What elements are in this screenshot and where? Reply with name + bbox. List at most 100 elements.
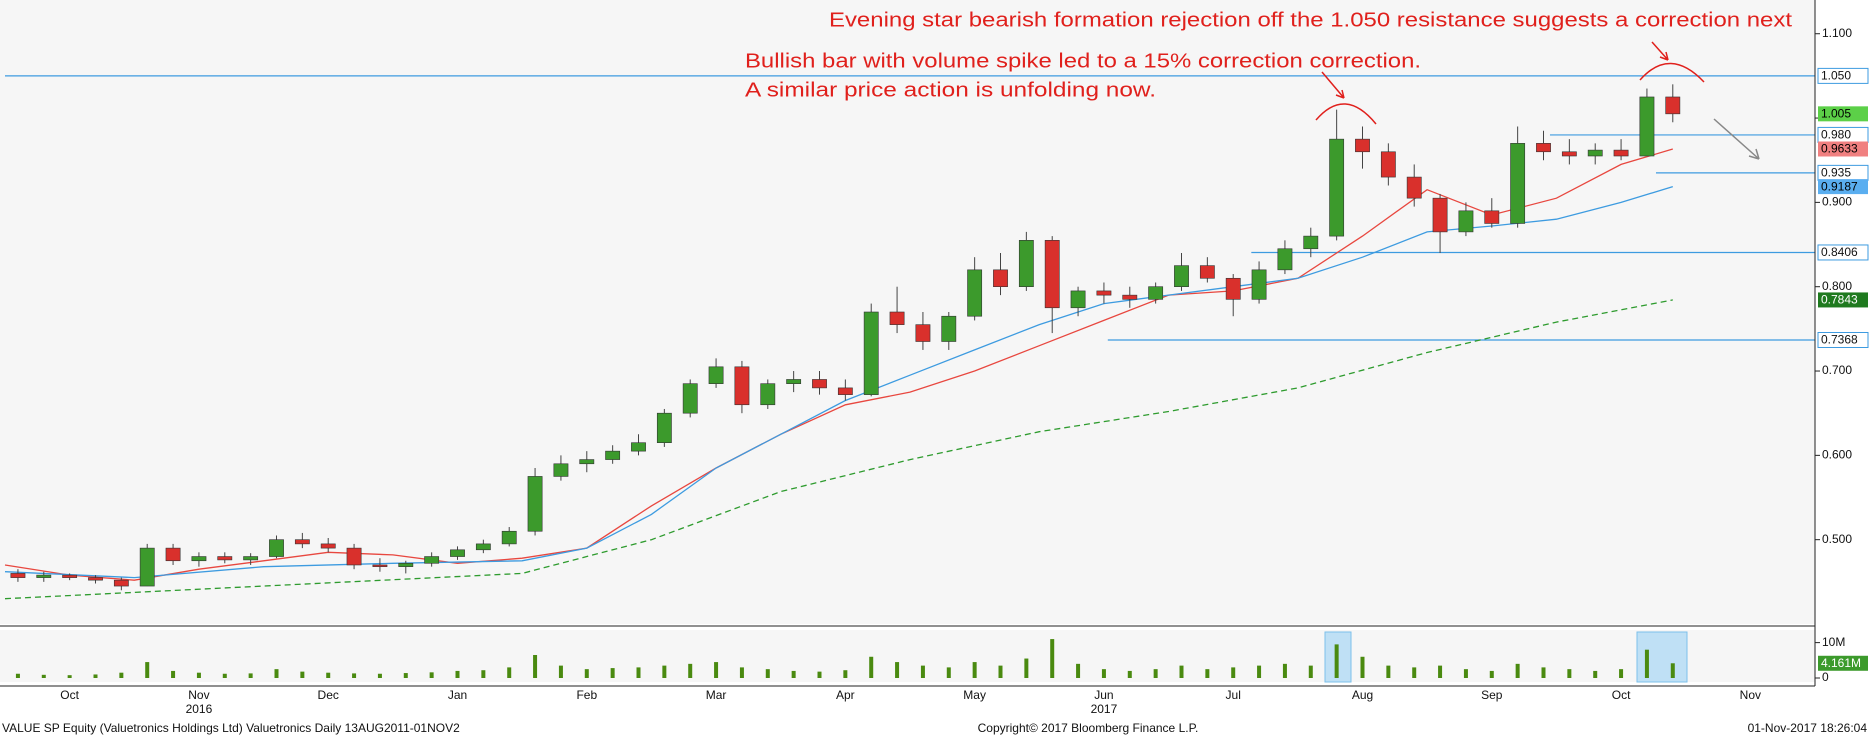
level-tag	[1817, 244, 1869, 261]
volume-bar	[558, 665, 563, 678]
candle-body	[863, 311, 879, 395]
candle-body	[475, 543, 491, 551]
candle-body	[1096, 290, 1112, 296]
volume-highlight	[1636, 631, 1688, 683]
volume-bar	[93, 674, 98, 678]
volume-bar	[1360, 656, 1365, 678]
y-tick-label: 0.600	[1822, 448, 1852, 462]
candle-body	[1277, 248, 1293, 271]
moving-average	[4, 148, 1673, 581]
volume-bar	[843, 670, 848, 678]
candle-body	[786, 379, 802, 384]
footer-right: 01-Nov-2017 18:26:04	[1748, 721, 1868, 735]
candle-body	[269, 539, 284, 557]
volume-bar	[895, 662, 900, 678]
candle-body	[1329, 138, 1345, 237]
x-tick-label: Nov	[188, 688, 209, 702]
footer-left: VALUE SP Equity (Valuetronics Holdings L…	[2, 721, 460, 735]
x-tick-label: Jan	[448, 688, 467, 702]
candle-body	[889, 311, 905, 325]
annotation: A similar price action is unfolding now.	[745, 79, 1156, 101]
candle-body	[1148, 286, 1164, 300]
volume-bar	[403, 673, 408, 678]
candle-body	[1561, 151, 1577, 157]
volume-bar	[481, 670, 486, 678]
volume-bar	[1334, 644, 1339, 678]
volume-bar	[1153, 669, 1158, 678]
volume-bar	[1541, 667, 1546, 678]
volume-bar	[1567, 669, 1572, 678]
value-tag-label: 0.9633	[1821, 142, 1858, 156]
volume-bar	[946, 667, 951, 678]
arrow	[1713, 118, 1760, 160]
volume-bar	[1024, 658, 1029, 678]
value-tag-label: 0.7843	[1821, 293, 1858, 307]
volume-bar	[1412, 667, 1417, 678]
x-tick-label: Jul	[1226, 688, 1241, 702]
volume-bar	[222, 673, 227, 678]
x-tick-label: Sep	[1481, 688, 1503, 702]
volume-bar	[1386, 665, 1391, 678]
volume-bar	[1231, 667, 1236, 678]
candle-body	[1018, 240, 1034, 288]
y-tick-label: 0.700	[1822, 363, 1852, 377]
volume-bar	[739, 667, 744, 678]
volume-bar	[300, 671, 305, 678]
candle-body	[527, 476, 543, 532]
candle-body	[1536, 143, 1551, 153]
candle-body	[346, 547, 362, 566]
volume-bar	[920, 665, 925, 678]
candle-body	[191, 556, 207, 562]
level-tag-label: 0.8406	[1821, 245, 1858, 259]
candle-body	[1613, 149, 1629, 157]
candle-body	[320, 543, 336, 549]
value-tag	[1818, 141, 1868, 157]
candle-body	[1044, 240, 1060, 309]
candle-body	[88, 577, 103, 581]
candle-body	[1199, 265, 1215, 279]
volume-bar	[352, 673, 357, 678]
candle-body	[915, 324, 931, 342]
candle-body	[1174, 265, 1189, 288]
y-tick-label: 1.100	[1822, 26, 1852, 40]
candle-body	[372, 564, 388, 567]
volume-bar	[455, 670, 460, 678]
volume-bar	[429, 672, 434, 678]
candle-body	[1406, 176, 1422, 199]
candle-body	[501, 530, 517, 545]
y-tick-label: 0.900	[1822, 195, 1852, 209]
level-tag-label: 1.050	[1821, 69, 1851, 83]
candle-body	[10, 573, 26, 578]
year-label: 2016	[186, 702, 213, 716]
candle-body	[1665, 96, 1681, 115]
volume-bar	[1257, 665, 1262, 678]
candle-body	[424, 556, 440, 564]
candle-body	[1303, 235, 1319, 250]
volume-bar	[1463, 669, 1468, 678]
candle-body	[294, 539, 310, 545]
volume-tag-label: 4.161M	[1821, 656, 1861, 670]
x-tick-label: Dec	[318, 688, 339, 702]
level-tag-label: 0.7368	[1821, 333, 1858, 347]
candle-body	[36, 574, 52, 578]
x-tick-label: Mar	[706, 688, 727, 702]
arrow	[1651, 41, 1669, 61]
candle-body	[1484, 210, 1500, 224]
candle-body	[450, 549, 465, 557]
volume-bar	[377, 673, 382, 678]
candle-body	[579, 459, 595, 465]
x-tick-label: Oct	[60, 688, 79, 702]
volume-bar	[1593, 670, 1598, 678]
candle-body	[1587, 149, 1603, 157]
volume-tick-label: 10M	[1822, 635, 1845, 649]
candle-body	[1458, 210, 1474, 233]
volume-bar	[972, 662, 977, 678]
volume-bar	[791, 670, 796, 678]
candle-body	[1355, 138, 1370, 153]
volume-bar	[171, 670, 176, 678]
candle-body	[1225, 277, 1241, 300]
volume-bar	[41, 674, 46, 678]
moving-average	[4, 299, 1673, 600]
annotation: Bullish bar with volume spike led to a 1…	[745, 50, 1421, 72]
volume-bar	[1127, 670, 1132, 678]
